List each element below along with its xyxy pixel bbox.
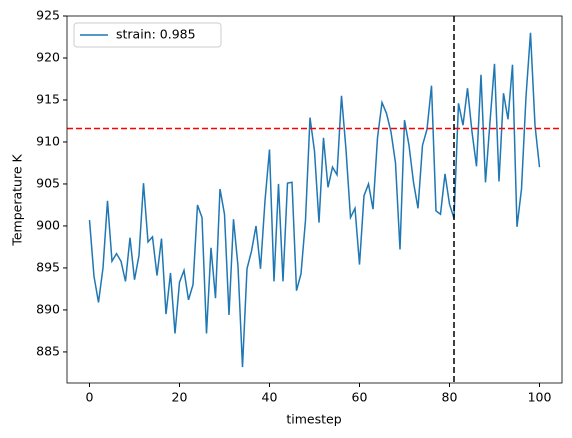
x-tick-label: 100 <box>528 390 552 405</box>
y-axis-label: Temperature K <box>10 154 25 247</box>
legend-box <box>73 22 222 48</box>
legend-label: strain: 0.985 <box>116 27 196 42</box>
y-tick-label: 890 <box>36 301 60 316</box>
x-tick-label: 20 <box>172 390 188 405</box>
data-line <box>88 32 541 368</box>
y-tick-label: 895 <box>36 259 60 274</box>
y-tick-label: 920 <box>36 49 60 64</box>
y-tick-label: 915 <box>36 91 60 106</box>
y-tick-label: 900 <box>36 217 60 232</box>
x-tick-label: 40 <box>262 390 278 405</box>
y-tick-label: 925 <box>36 8 60 23</box>
x-tick-label: 0 <box>86 390 94 405</box>
x-axis-label: timestep <box>286 412 341 427</box>
y-tick-label: 905 <box>36 175 60 190</box>
x-tick-label: 80 <box>442 390 458 405</box>
y-tick-label: 910 <box>36 133 60 148</box>
plot-frame <box>66 15 563 384</box>
y-tick-label: 885 <box>36 343 60 358</box>
x-tick-label: 60 <box>352 390 368 405</box>
